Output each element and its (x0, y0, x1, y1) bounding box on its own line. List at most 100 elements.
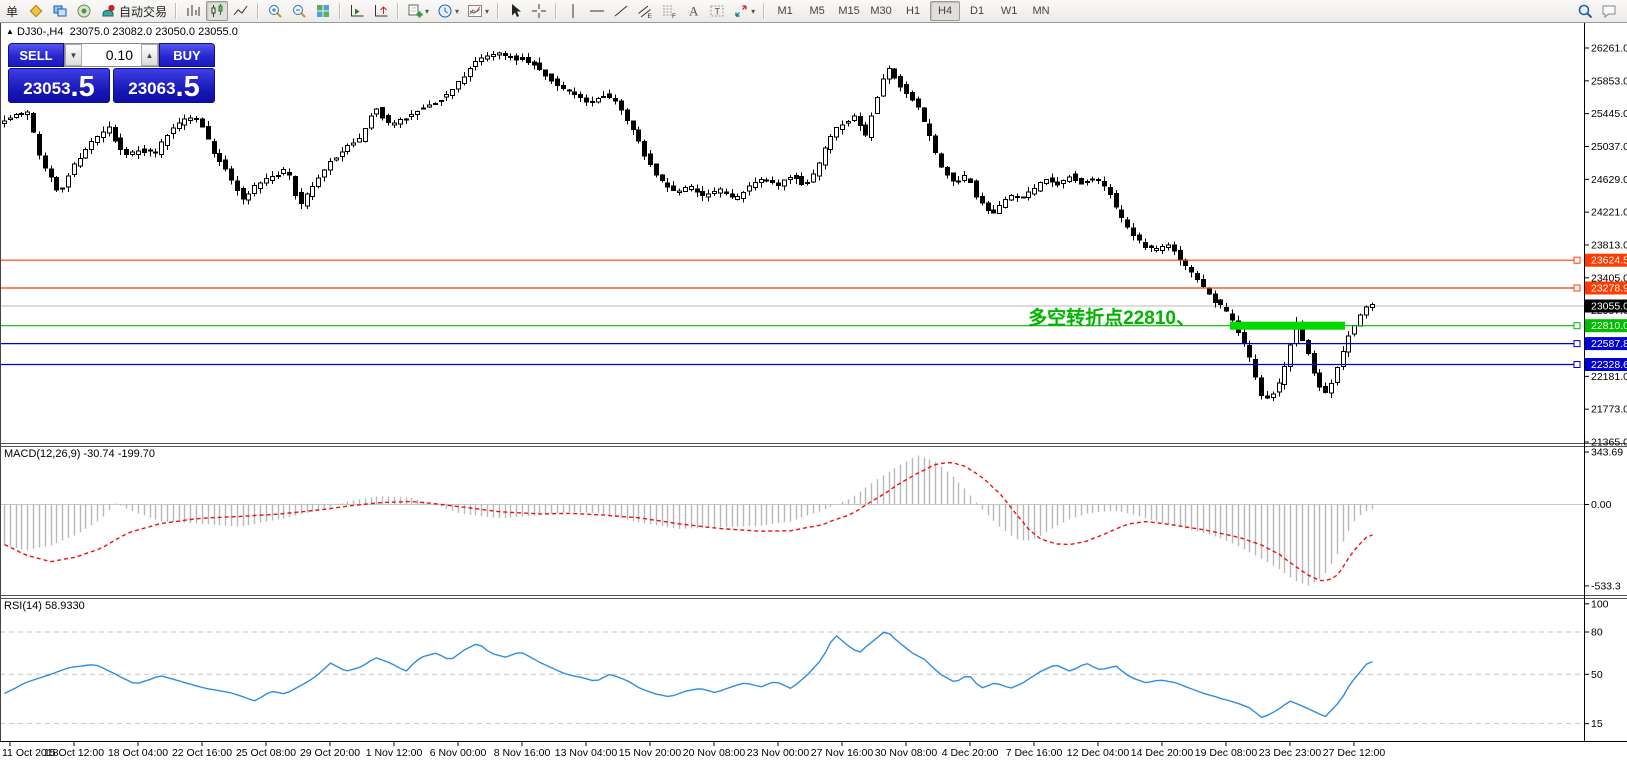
svg-text:15: 15 (1591, 718, 1603, 730)
vline-icon (572, 4, 574, 18)
chat-button[interactable] (1598, 1, 1620, 21)
svg-text:24221.0: 24221.0 (1591, 207, 1627, 219)
timeframe-button-d1[interactable]: D1 (970, 5, 985, 17)
svg-text:25445.0: 25445.0 (1591, 108, 1627, 120)
dropdown-caret-icon: ▾ (425, 6, 430, 16)
navigator-button[interactable] (73, 1, 95, 21)
timeframe-button-m5[interactable]: M5 (809, 5, 825, 17)
sell-price[interactable]: 23053 .5 (8, 68, 110, 103)
search-button[interactable] (1574, 1, 1596, 21)
textA-icon: A (689, 4, 699, 19)
svg-text:8 Nov 16:00: 8 Nov 16:00 (494, 747, 551, 759)
bars-icon (187, 5, 200, 16)
timeframe-button-h4[interactable]: H4 (930, 1, 961, 21)
sell-price-main: 23053 (23, 79, 71, 98)
svg-text:50: 50 (1591, 669, 1603, 681)
new-chart-button[interactable]: ▾ (404, 1, 432, 21)
svg-text:25853.0: 25853.0 (1591, 75, 1627, 87)
buy-price[interactable]: 23063 .5 (113, 68, 215, 103)
labelT-icon: T (710, 5, 724, 17)
timeframe-button-h1[interactable]: H1 (906, 5, 921, 17)
arrows-button[interactable]: ▾ (730, 1, 758, 21)
profiles-button[interactable]: ▾ (434, 1, 462, 21)
template-icon (468, 5, 483, 17)
price-chart[interactable]: 26261.0 25853.0 25445.0 25037.0 24629.0 24221… (0, 23, 1627, 763)
trend-up-icon: ▲ (6, 27, 14, 36)
pivot-highlight-bar[interactable] (1230, 321, 1345, 330)
line-chart-button[interactable] (230, 1, 252, 21)
volume-increase-button[interactable]: ▲ (141, 44, 158, 66)
timeframe-button-mn[interactable]: MN (1032, 5, 1050, 17)
vertical-line-button[interactable] (562, 1, 584, 21)
sell-button[interactable]: SELL (8, 43, 64, 67)
svg-text:11 Oct 2018: 11 Oct 2018 (2, 747, 59, 759)
channel-icon: E (638, 5, 653, 19)
pivot-annotation-text[interactable]: 多空转折点22810、 (1028, 308, 1195, 329)
auto-scroll-button[interactable] (346, 1, 368, 21)
svg-text:A: A (689, 4, 699, 19)
svg-text:15 Nov 20:00: 15 Nov 20:00 (619, 747, 682, 759)
chart-shift-button[interactable] (370, 1, 392, 21)
market-watch-button[interactable] (49, 1, 71, 21)
svg-text:E: E (648, 13, 653, 19)
crosshair-button[interactable] (528, 1, 550, 21)
trendline-button[interactable] (610, 1, 632, 21)
svg-text:15 Oct 12:00: 15 Oct 12:00 (44, 747, 104, 759)
new-order-button-label: 单 (5, 4, 18, 19)
new-order-button[interactable]: 单 (1, 1, 23, 21)
volume-decrease-button[interactable]: ▼ (65, 44, 82, 66)
toolbar-separator (339, 3, 342, 19)
chart-shift-icon (375, 5, 388, 17)
equidistant-channel-button[interactable]: E (634, 1, 656, 21)
ohlc-low: 23050.0 (155, 26, 195, 38)
fibonacci-button[interactable]: F (658, 1, 680, 21)
svg-text:14 Dec 20:00: 14 Dec 20:00 (1131, 747, 1194, 759)
horizontal-line-button[interactable] (586, 1, 608, 21)
crosshair-icon (532, 4, 547, 18)
metaquotes-icon[interactable] (25, 1, 47, 21)
volume-input[interactable] (82, 44, 141, 66)
svg-text:23055.0: 23055.0 (1591, 300, 1627, 312)
tile-windows-button[interactable] (312, 1, 334, 21)
svg-text:6 Nov 00:00: 6 Nov 00:00 (430, 747, 487, 759)
templates-button[interactable]: ▾ (464, 1, 492, 21)
svg-text:27 Dec 12:00: 27 Dec 12:00 (1323, 747, 1386, 759)
toolbar-buttons: 单 自动交易 ▾ ▾ ▾ E F A T ▾ (0, 1, 769, 21)
tline-icon (614, 5, 628, 17)
toolbar: 单 自动交易 ▾ ▾ ▾ E F A T ▾ M1 M5 M15 M30 H1 H4 D1 W1 MN (0, 0, 1627, 23)
ohlc-high: 23082.0 (112, 26, 153, 38)
autotrading-button[interactable]: 自动交易 (97, 1, 170, 21)
ohlc-open: 23075.0 (69, 26, 110, 38)
bar-chart-button[interactable] (182, 1, 204, 21)
timeframe-button-m30[interactable]: M30 (870, 5, 892, 17)
svg-text:23 Dec 23:00: 23 Dec 23:00 (1259, 747, 1322, 759)
autotrading-icon (102, 5, 115, 17)
price-axis[interactable]: 26261.0 25853.0 25445.0 25037.0 24629.0 24221… (1584, 43, 1627, 731)
gold-box-icon (29, 4, 43, 18)
svg-text:22587.8: 22587.8 (1591, 338, 1627, 350)
timeframe-button-m1[interactable]: M1 (777, 5, 793, 17)
text-button[interactable]: A (682, 1, 704, 21)
svg-text:25037.0: 25037.0 (1591, 141, 1627, 153)
toolbar-separator (175, 3, 178, 19)
fib-icon: F (663, 5, 676, 19)
text-label-button[interactable]: T (706, 1, 728, 21)
zoom-in-button[interactable] (264, 1, 286, 21)
candlestick-chart-button[interactable] (206, 1, 229, 21)
svg-text:343.69: 343.69 (1591, 447, 1623, 459)
timeframe-button-w1[interactable]: W1 (1000, 5, 1018, 17)
zoom-out-button[interactable] (288, 1, 310, 21)
timeframe-button-m15[interactable]: M15 (838, 5, 860, 17)
svg-text:27 Nov 16:00: 27 Nov 16:00 (811, 747, 874, 759)
market-watch-icon (53, 5, 67, 17)
svg-text:100: 100 (1591, 598, 1609, 610)
dropdown-caret-icon: ▾ (485, 6, 490, 16)
chart-symbol: DJ30-,H4 (16, 26, 64, 38)
line-icon (233, 5, 248, 16)
timeframe-toolbar: M1 M5 M15 M30 H1 H4 D1 W1 MN (769, 1, 1057, 21)
dropdown-caret-icon: ▾ (751, 6, 756, 16)
cursor-button[interactable] (504, 1, 526, 21)
buy-button[interactable]: BUY (159, 43, 215, 67)
candles-group (2, 51, 1375, 401)
